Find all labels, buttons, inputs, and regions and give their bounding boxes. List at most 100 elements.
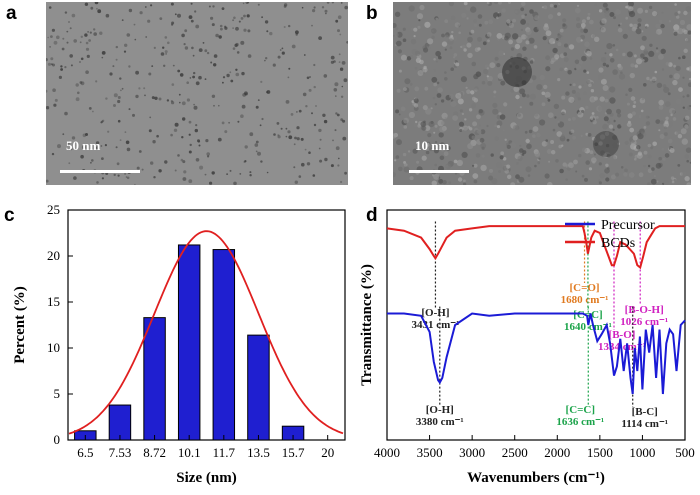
lattice-speck xyxy=(467,36,473,43)
scale-label-b: 10 nm xyxy=(415,138,450,153)
lattice-speck xyxy=(643,150,648,155)
lattice-speck xyxy=(489,62,496,69)
lattice-speck xyxy=(433,131,436,134)
particle-dot xyxy=(117,96,121,99)
lattice-speck xyxy=(431,180,437,185)
particle-dot xyxy=(241,71,245,76)
particle-dot xyxy=(71,136,76,140)
particle-dot xyxy=(62,37,65,40)
lattice-speck xyxy=(581,109,585,113)
lattice-speck xyxy=(583,28,588,34)
particle-dot xyxy=(96,181,99,184)
lattice-speck xyxy=(675,65,681,72)
lattice-speck xyxy=(414,86,420,92)
lattice-speck xyxy=(645,25,648,29)
lattice-speck xyxy=(576,4,580,7)
lattice-speck xyxy=(434,163,437,167)
particle-dot xyxy=(90,6,94,10)
particle-dot xyxy=(306,76,310,80)
lattice-speck xyxy=(609,97,616,104)
particle-dot xyxy=(261,16,263,19)
particle-dot xyxy=(105,13,110,18)
particle-dot xyxy=(66,30,69,33)
lattice-speck xyxy=(438,178,444,184)
lattice-speck xyxy=(457,177,463,182)
lattice-speck xyxy=(649,43,653,47)
lattice-speck xyxy=(403,166,410,173)
particle-dot xyxy=(244,160,247,163)
lattice-speck xyxy=(661,11,664,14)
lattice-speck xyxy=(474,86,479,91)
lattice-speck xyxy=(467,52,473,59)
lattice-speck xyxy=(644,9,648,13)
lattice-speck xyxy=(542,36,547,41)
lattice-speck xyxy=(461,44,466,50)
particle-dot xyxy=(70,64,73,67)
particle-dot xyxy=(272,63,276,67)
lattice-speck xyxy=(625,5,628,9)
y-tick-label-c: 15 xyxy=(47,294,60,309)
particle-dot xyxy=(202,42,205,44)
particle-dot xyxy=(88,107,92,110)
lattice-speck xyxy=(628,152,633,157)
x-tick-label-c: 13.5 xyxy=(247,445,270,460)
particle-dot xyxy=(188,133,191,136)
particle-dot xyxy=(134,38,137,41)
lattice-speck xyxy=(526,94,530,98)
lattice-speck xyxy=(466,17,469,20)
lattice-speck xyxy=(655,119,661,124)
lattice-speck xyxy=(447,38,454,45)
lattice-speck xyxy=(545,30,552,37)
lattice-speck xyxy=(562,162,567,167)
lattice-speck xyxy=(439,126,446,133)
particle-dot xyxy=(179,73,184,77)
lattice-speck xyxy=(521,2,526,7)
particle-dot xyxy=(226,173,229,176)
particle-dot xyxy=(232,47,236,50)
lattice-speck xyxy=(398,69,402,73)
lattice-speck xyxy=(618,65,623,71)
lattice-speck xyxy=(413,35,416,38)
lattice-speck xyxy=(605,143,610,148)
lattice-speck xyxy=(617,27,623,33)
lattice-speck xyxy=(527,174,531,177)
particle-dot xyxy=(235,26,239,31)
lattice-speck xyxy=(533,45,538,49)
lattice-speck xyxy=(468,108,473,112)
particle-dot xyxy=(126,147,131,152)
particle-dot xyxy=(236,51,240,54)
lattice-speck xyxy=(465,86,468,89)
lattice-speck xyxy=(612,44,616,47)
lattice-speck xyxy=(492,102,498,108)
lattice-speck xyxy=(640,53,645,58)
lattice-speck xyxy=(636,145,641,150)
particle-dot xyxy=(229,71,232,74)
lattice-speck xyxy=(663,126,667,130)
lattice-speck xyxy=(561,95,566,100)
lattice-speck xyxy=(478,109,483,114)
lattice-speck xyxy=(484,20,489,25)
lattice-speck xyxy=(604,52,607,55)
lattice-speck xyxy=(612,142,618,148)
lattice-speck xyxy=(620,123,624,127)
lattice-speck xyxy=(562,23,566,27)
lattice-speck xyxy=(395,109,400,114)
particle-dot xyxy=(344,5,348,10)
lattice-speck xyxy=(480,164,487,172)
lattice-speck xyxy=(488,175,494,181)
lattice-speck xyxy=(672,79,678,86)
lattice-speck xyxy=(472,164,475,167)
lattice-speck xyxy=(658,156,662,161)
lattice-speck xyxy=(409,82,413,86)
peak-label: [B-C] xyxy=(632,406,658,418)
lattice-speck xyxy=(400,106,406,112)
lattice-speck xyxy=(574,92,581,98)
lattice-speck xyxy=(475,153,481,158)
lattice-speck xyxy=(548,160,551,163)
lattice-speck xyxy=(607,167,610,170)
particle-dot xyxy=(337,29,340,33)
particle-dot xyxy=(254,143,259,147)
lattice-speck xyxy=(512,33,519,40)
lattice-speck xyxy=(524,130,528,134)
lattice-speck xyxy=(427,133,432,138)
